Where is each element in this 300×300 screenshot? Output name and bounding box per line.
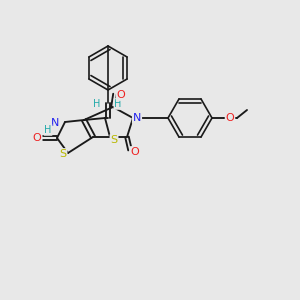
Text: H: H xyxy=(44,125,52,135)
Text: O: O xyxy=(117,90,125,100)
Text: H: H xyxy=(114,99,122,109)
Text: S: S xyxy=(59,149,67,159)
Text: S: S xyxy=(110,135,118,145)
Text: O: O xyxy=(33,133,41,143)
Text: H: H xyxy=(93,99,101,109)
Text: O: O xyxy=(130,147,140,157)
Text: O: O xyxy=(226,113,234,123)
Text: N: N xyxy=(51,118,59,128)
Text: N: N xyxy=(133,113,141,123)
